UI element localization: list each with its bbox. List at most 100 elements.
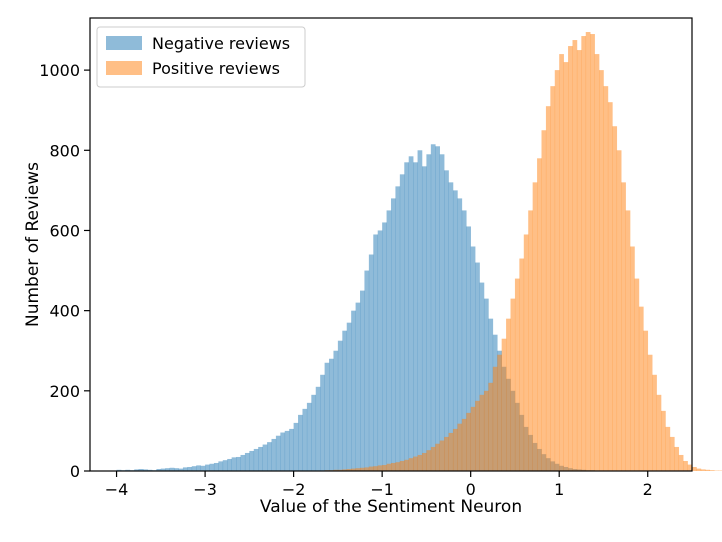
histogram-bar: [232, 457, 237, 471]
histogram-bar: [400, 174, 405, 471]
histogram-bar: [435, 146, 440, 471]
histogram-bar: [395, 462, 400, 471]
histogram-bar: [462, 419, 467, 471]
histogram-bar: [665, 427, 670, 471]
histogram-bar: [413, 457, 418, 471]
histogram-bar: [426, 154, 431, 471]
x-tick-label: −4: [105, 480, 129, 499]
x-tick-label: 2: [643, 480, 653, 499]
histogram-bar: [395, 186, 400, 471]
histogram-bar: [524, 234, 529, 471]
histogram-bar: [347, 323, 352, 471]
histogram-bar: [298, 415, 303, 471]
histogram-bar: [196, 465, 201, 471]
histogram-bar: [338, 341, 343, 471]
histogram-bar: [466, 413, 471, 471]
histogram-bar: [302, 409, 307, 471]
histogram-bar: [643, 331, 648, 471]
histogram-bar: [307, 403, 312, 471]
histogram-bar: [241, 455, 246, 471]
histogram-bar: [444, 437, 449, 471]
histogram-bar: [581, 36, 586, 471]
histogram-bar: [484, 391, 489, 471]
histogram-bar: [271, 439, 276, 471]
legend-swatch-negative: [106, 36, 142, 50]
histogram-bar: [595, 54, 600, 471]
histogram-bar: [634, 279, 639, 471]
histogram-bar: [630, 247, 635, 472]
histogram-bar: [546, 106, 551, 471]
histogram-bar: [218, 461, 223, 471]
histogram-bar: [285, 431, 290, 471]
histogram-bar: [404, 460, 409, 471]
histogram-bar: [657, 395, 662, 471]
histogram-bar: [426, 450, 431, 471]
histogram-bar: [311, 395, 316, 471]
histogram-bar: [431, 447, 436, 471]
histogram-bar: [453, 190, 458, 471]
histogram-bar: [608, 102, 613, 471]
histogram-bar: [488, 383, 493, 471]
histogram-bar: [227, 459, 232, 471]
y-tick-label: 1000: [39, 61, 80, 80]
histogram-bar: [586, 32, 591, 471]
histogram-bar: [236, 457, 241, 471]
histogram-bar: [502, 339, 507, 471]
histogram-bar: [449, 433, 454, 471]
histogram-bar: [493, 367, 498, 471]
histogram-bar: [254, 449, 259, 471]
histogram-bar: [449, 182, 454, 471]
histogram-bar: [245, 453, 250, 471]
histogram-bar: [205, 465, 210, 471]
histogram-bar: [572, 40, 577, 471]
x-tick-label: −3: [193, 480, 217, 499]
histogram-bar: [418, 150, 423, 471]
histogram-bar: [351, 311, 356, 471]
legend: Negative reviews Positive reviews: [97, 27, 305, 87]
histogram-bar: [409, 458, 414, 471]
histogram-bar: [480, 395, 485, 471]
histogram-bar: [440, 154, 445, 471]
histogram-bar: [497, 355, 502, 471]
x-tick-label: 1: [554, 480, 564, 499]
histogram-bar: [612, 126, 617, 471]
histogram-bar: [674, 447, 679, 471]
histogram-bar: [542, 130, 547, 471]
histogram-bar: [626, 210, 631, 471]
y-tick-label: 400: [49, 302, 80, 321]
histogram-bar: [652, 375, 657, 471]
histogram-bar: [555, 70, 560, 471]
histogram-bar: [550, 86, 555, 471]
x-axis-label: Value of the Sentiment Neuron: [260, 497, 522, 517]
histogram-bar: [568, 46, 573, 471]
histogram-bar: [387, 464, 392, 471]
histogram-bar: [187, 467, 192, 471]
histogram-bar: [679, 455, 684, 471]
histogram-bar: [373, 466, 378, 471]
histogram-bar: [559, 54, 564, 471]
histogram-bar: [683, 461, 688, 471]
histogram-bar: [391, 463, 396, 471]
histogram-bar: [692, 467, 697, 471]
histogram-bar: [400, 461, 405, 471]
histogram-bar: [369, 467, 374, 471]
histogram-bar: [515, 279, 520, 471]
histogram-bar: [356, 303, 361, 471]
histogram-bar: [364, 271, 369, 471]
y-tick-label: 600: [49, 221, 80, 240]
histogram-bar: [378, 230, 383, 471]
histogram-bar: [533, 182, 538, 471]
histogram-bar: [382, 465, 387, 471]
histogram-bar: [289, 429, 294, 471]
histogram-bar: [453, 429, 458, 471]
histogram-bar: [435, 444, 440, 471]
legend-swatch-positive: [106, 61, 142, 75]
histogram-bar: [431, 144, 436, 471]
histogram-bar: [369, 255, 374, 471]
histogram-bar: [360, 291, 365, 471]
histogram-bar: [329, 359, 334, 471]
y-axis-label: Number of Reviews: [23, 162, 43, 327]
histogram-bar: [280, 433, 285, 471]
